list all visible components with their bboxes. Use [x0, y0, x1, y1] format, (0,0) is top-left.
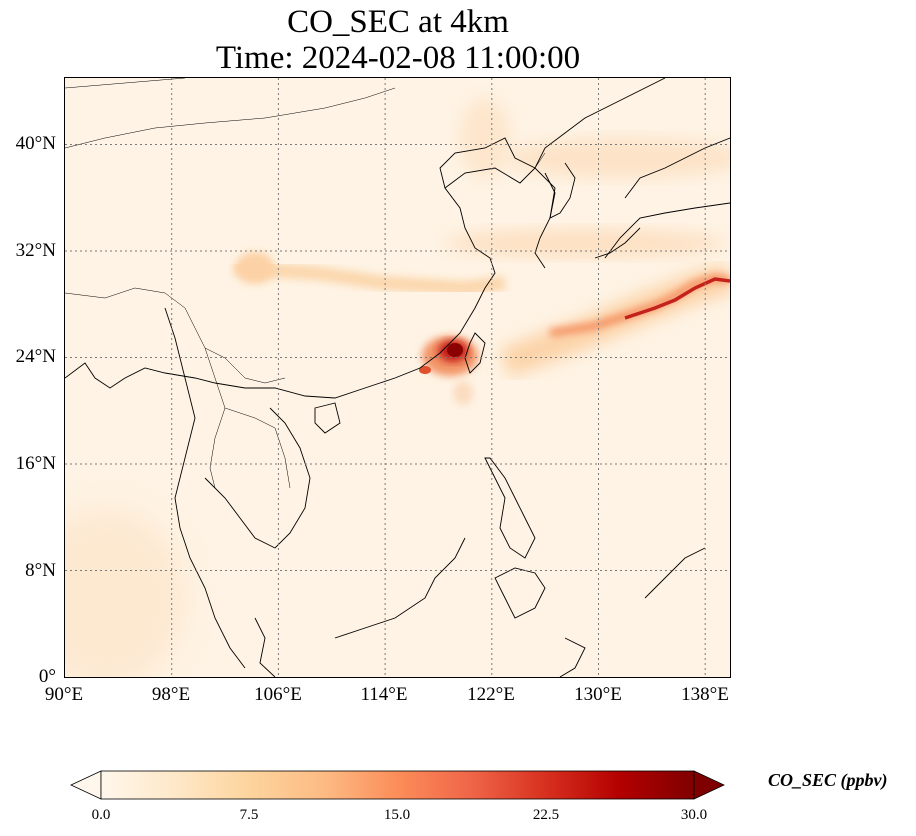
- colorbar-tick-label: 30.0: [680, 807, 708, 823]
- lat-tick-label: 32°N: [15, 240, 56, 261]
- colorbar-extend-max: [693, 770, 725, 800]
- lon-tick-label: 98°E: [151, 684, 191, 705]
- lon-tick-label: 138°E: [681, 684, 729, 705]
- lat-tick-label: 40°N: [15, 133, 56, 154]
- map-title: CO_SEC at 4km: [287, 4, 509, 40]
- lon-tick-label: 90°E: [44, 684, 84, 705]
- lon-tick-label: 122°E: [467, 684, 515, 705]
- colorbar-gradient: [100, 770, 695, 800]
- country-borders: [65, 78, 546, 489]
- colorbar-tick-label: 0.0: [91, 807, 111, 823]
- lat-tick-label: 8°N: [25, 560, 56, 581]
- lat-tick-label: 24°N: [15, 346, 56, 367]
- lon-tick-label: 114°E: [360, 684, 408, 705]
- map-canvas: [65, 78, 730, 677]
- map-subtitle-time: Time: 2024-02-08 11:00:00: [215, 40, 581, 76]
- lon-tick-label: 106°E: [254, 684, 302, 705]
- colorbar-tick-label: 22.5: [532, 807, 560, 823]
- colorbar-title: CO_SEC (ppbv): [768, 770, 888, 790]
- coastlines: [65, 78, 730, 677]
- gridlines: [65, 78, 730, 677]
- lon-tick-label: 130°E: [574, 684, 622, 705]
- lat-tick-label: 0°: [38, 666, 56, 687]
- colorbar: [70, 770, 725, 800]
- lat-tick-label: 16°N: [15, 453, 56, 474]
- colorbar-extend-min: [70, 770, 102, 800]
- colorbar-tick-label: 15.0: [383, 807, 411, 823]
- colorbar-tick-label: 7.5: [239, 807, 259, 823]
- map-plot-area: [64, 77, 731, 678]
